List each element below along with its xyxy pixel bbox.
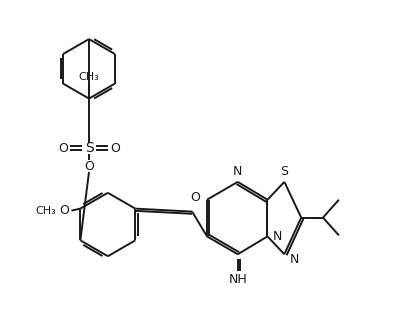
Text: N: N	[233, 165, 243, 178]
Text: S: S	[84, 141, 93, 155]
Text: CH₃: CH₃	[35, 206, 56, 215]
Text: O: O	[58, 142, 68, 155]
Text: O: O	[190, 191, 200, 204]
Text: CH₃: CH₃	[79, 72, 99, 82]
Text: N: N	[273, 230, 282, 243]
Text: O: O	[84, 159, 94, 173]
Text: N: N	[290, 253, 299, 266]
Text: S: S	[280, 165, 288, 178]
Text: O: O	[59, 204, 69, 217]
Text: NH: NH	[228, 273, 247, 286]
Text: O: O	[110, 142, 120, 155]
